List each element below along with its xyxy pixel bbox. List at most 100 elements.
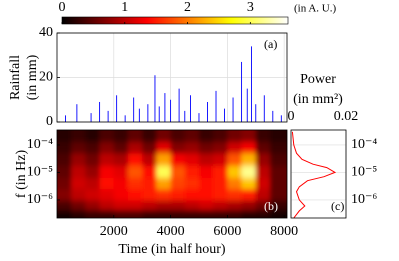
heatmap-cell <box>113 165 129 179</box>
heatmap-cell <box>57 142 72 154</box>
heatmap-cell <box>255 130 271 143</box>
heatmap-cell <box>99 153 115 167</box>
heatmap-cell <box>85 177 101 190</box>
panel-label: (b) <box>264 199 278 213</box>
y-tick-label: 10⁻⁵ <box>351 165 377 180</box>
heatmap-cell <box>241 200 257 211</box>
heatmap <box>57 130 287 218</box>
heatmap-cell <box>57 189 72 202</box>
heatmap-cell <box>241 210 257 218</box>
plot-frame <box>290 129 347 219</box>
heatmap-cell <box>113 200 129 211</box>
heatmap-cell <box>184 130 200 143</box>
heatmap-cell <box>241 153 257 167</box>
x-tick-label: 0.02 <box>334 109 359 124</box>
heatmap-cell <box>113 177 129 190</box>
heatmap-cell <box>184 142 200 154</box>
heatmap-cell <box>57 130 72 143</box>
heatmap-cell <box>213 153 228 167</box>
y-tick-label: 10⁻⁶ <box>351 192 377 207</box>
heatmap-cell <box>269 142 287 154</box>
heatmap-cell <box>269 177 287 190</box>
heatmap-cell <box>255 142 271 154</box>
heatmap-cell <box>184 177 200 190</box>
heatmap-cell <box>156 130 172 143</box>
heatmap-cell <box>142 165 157 179</box>
colorbar-tick-label: 0 <box>59 0 66 15</box>
colorbar-tick-label: 3 <box>247 0 254 15</box>
y-axis-label: Rainfall <box>8 55 23 100</box>
heatmap-cell <box>113 142 129 154</box>
heatmap-cell <box>255 200 271 211</box>
plot-frame <box>56 32 288 123</box>
heatmap-cell <box>213 210 228 218</box>
heatmap-cell <box>241 130 257 143</box>
heatmap-cell <box>170 153 186 167</box>
heatmap-cell <box>170 200 186 211</box>
heatmap-cell <box>99 177 115 190</box>
heatmap-cell <box>198 153 214 167</box>
heatmap-cell <box>127 130 143 143</box>
colorbar-tick-label: 2 <box>184 0 191 15</box>
heatmap-cell <box>255 177 271 190</box>
heatmap-cell <box>156 189 172 202</box>
heatmap-cell <box>227 200 243 211</box>
heatmap-cell <box>85 210 101 218</box>
heatmap-cell <box>71 130 86 143</box>
heatmap-cell <box>198 210 214 218</box>
heatmap-cell <box>184 200 200 211</box>
heatmap-cell <box>170 189 186 202</box>
heatmap-cell <box>71 153 86 167</box>
heatmap-cell <box>57 210 72 218</box>
y-tick-label: 0 <box>46 114 53 129</box>
heatmap-cell <box>142 189 157 202</box>
heatmap-cell <box>142 210 157 218</box>
x-tick-label: 2000 <box>100 224 128 239</box>
heatmap-cell <box>198 165 214 179</box>
x-axis-label: Time (in half hour) <box>118 242 226 257</box>
heatmap-cell <box>127 142 143 154</box>
heatmap-cell <box>184 189 200 202</box>
heatmap-cell <box>227 189 243 202</box>
heatmap-cell <box>198 200 214 211</box>
panel-label: (a) <box>264 37 277 51</box>
heatmap-cell <box>85 165 101 179</box>
y-tick-label: 10⁻⁶ <box>27 192 53 207</box>
heatmap-cell <box>127 153 143 167</box>
heatmap-cell <box>57 153 72 167</box>
heatmap-cell <box>269 189 287 202</box>
heatmap-cell <box>142 142 157 154</box>
heatmap-cells <box>57 130 287 218</box>
heatmap-cell <box>85 142 101 154</box>
heatmap-cell <box>170 177 186 190</box>
heatmap-cell <box>184 210 200 218</box>
heatmap-cell <box>241 189 257 202</box>
colorbar-tick-label: 1 <box>121 0 128 15</box>
heatmap-cell <box>170 165 186 179</box>
heatmap-cell <box>227 130 243 143</box>
heatmap-cell <box>269 153 287 167</box>
heatmap-cell <box>71 142 86 154</box>
heatmap-cell <box>184 165 200 179</box>
y-tick-label: 40 <box>39 25 53 40</box>
heatmap-cell <box>227 153 243 167</box>
x-axis-label: (in mm²) <box>293 92 343 107</box>
y-axis-label: f (in Hz) <box>14 150 29 199</box>
x-tick-label: 4000 <box>157 224 185 239</box>
heatmap-cell <box>213 200 228 211</box>
heatmap-cell <box>255 189 271 202</box>
heatmap-cell <box>113 153 129 167</box>
heatmap-cell <box>71 165 86 179</box>
heatmap-cell <box>227 142 243 154</box>
x-axis-label: Power <box>300 72 336 87</box>
heatmap-cell <box>170 210 186 218</box>
heatmap-cell <box>241 177 257 190</box>
heatmap-cell <box>227 177 243 190</box>
heatmap-cell <box>227 165 243 179</box>
heatmap-cell <box>113 189 129 202</box>
heatmap-cell <box>156 142 172 154</box>
y-tick-label: 10⁻⁴ <box>27 137 53 152</box>
heatmap-cell <box>85 189 101 202</box>
heatmap-cell <box>156 153 172 167</box>
